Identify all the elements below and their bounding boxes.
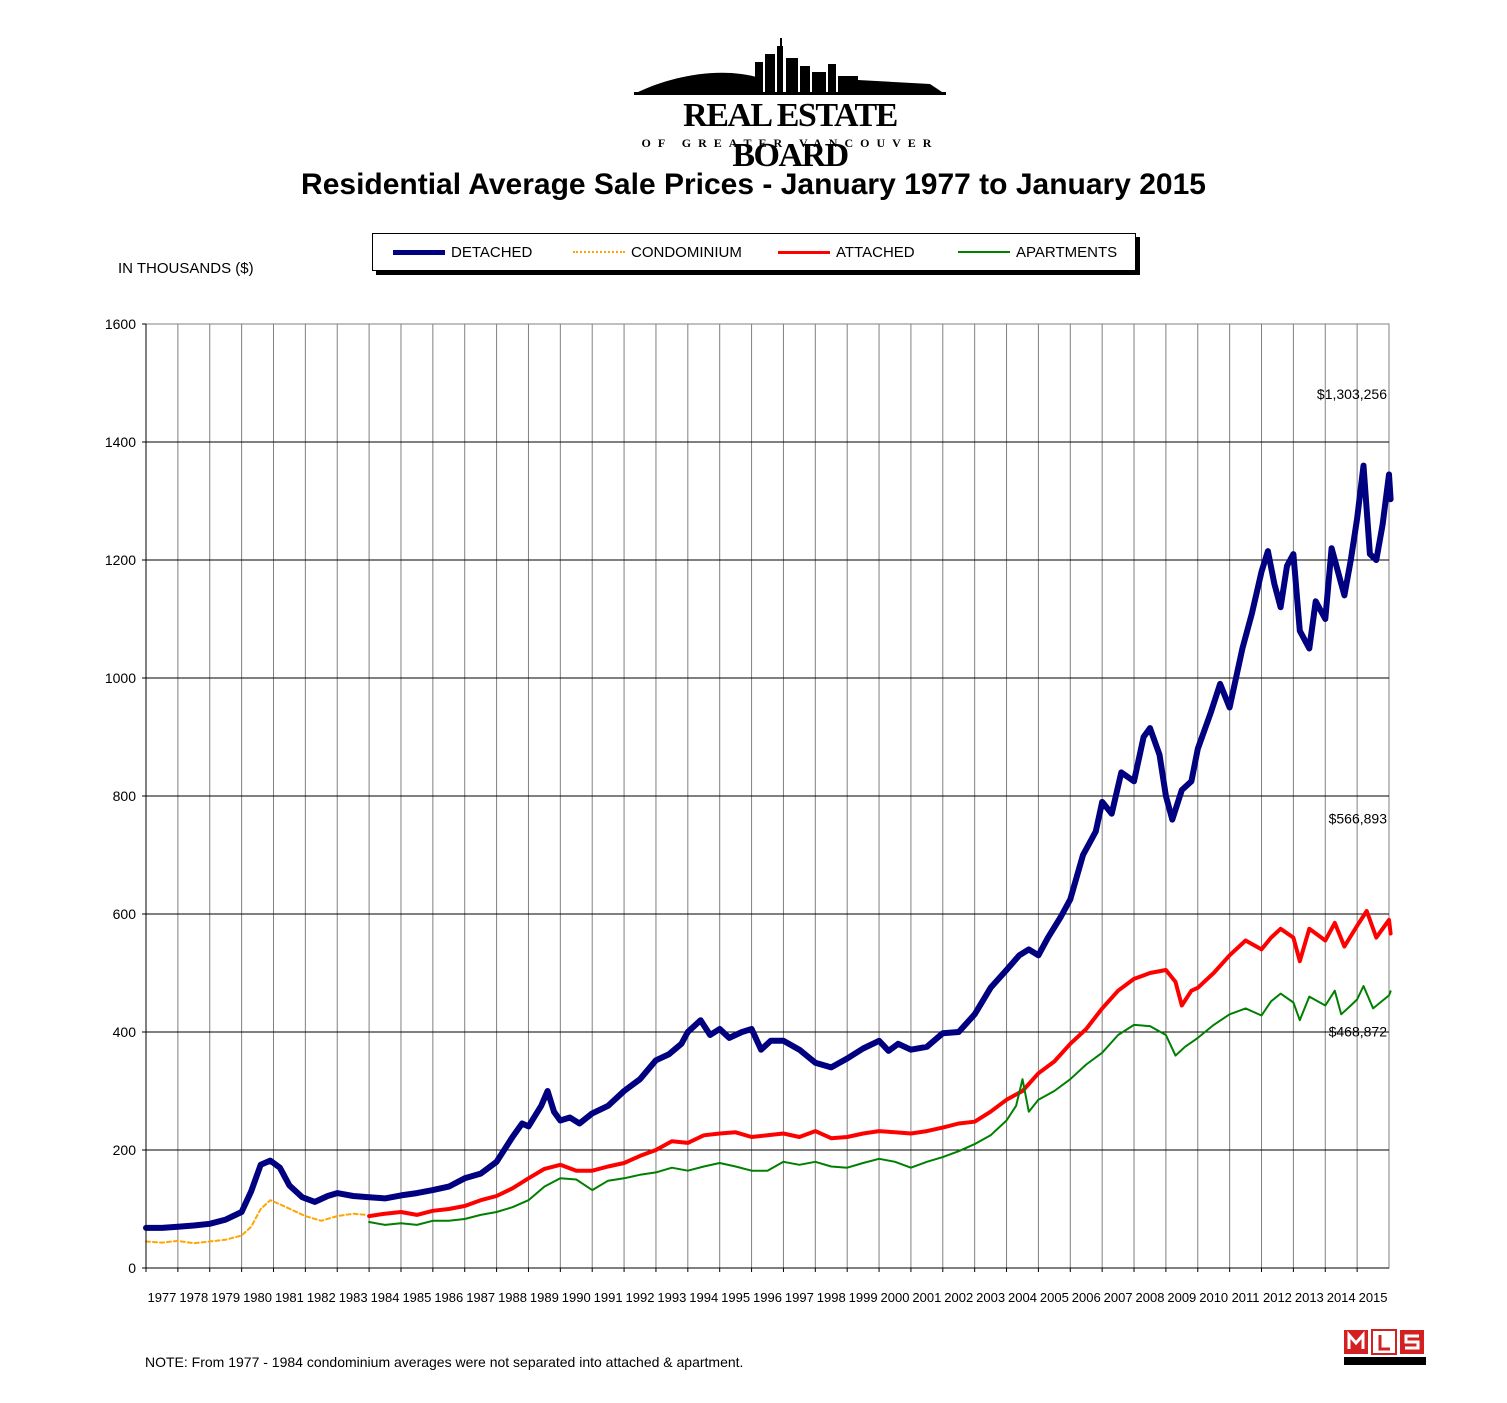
axis-layer: 0 200 400 600 800 1000 1200 1400 1600 1977 1978 197… bbox=[105, 316, 1389, 1305]
x-tick-label: 2014 bbox=[1327, 1290, 1356, 1305]
logo-skyline-icon bbox=[634, 38, 946, 95]
x-tick-label: 2008 bbox=[1136, 1290, 1165, 1305]
legend-swatch-attached bbox=[778, 250, 830, 254]
x-tick-label: 2005 bbox=[1040, 1290, 1069, 1305]
x-tick-label: 2013 bbox=[1295, 1290, 1324, 1305]
chart-grid bbox=[145, 323, 1390, 1269]
legend-label-detached: DETACHED bbox=[451, 243, 533, 261]
series-line-attached bbox=[367, 909, 1393, 1219]
legend-label-attached: ATTACHED bbox=[836, 243, 915, 261]
data-label-attached: $566,893 bbox=[1329, 810, 1388, 826]
x-tick-label: 2011 bbox=[1232, 1290, 1260, 1305]
x-tick-label: 2001 bbox=[912, 1290, 941, 1305]
annotation-layer: $1,303,256 $566,893 $468,872 bbox=[1317, 386, 1387, 1039]
x-tick-label: 1986 bbox=[434, 1290, 463, 1305]
series-line-detached bbox=[143, 462, 1394, 1231]
org-subtitle: OF GREATER VANCOUVER bbox=[641, 136, 939, 150]
org-name: REAL ESTATE BOARD bbox=[683, 97, 898, 174]
legend-item-apartments: APARTMENTS bbox=[958, 234, 1117, 270]
y-tick-label: 1200 bbox=[105, 552, 136, 568]
y-tick-label: 200 bbox=[113, 1142, 137, 1158]
x-tick-label: 1995 bbox=[721, 1290, 750, 1305]
x-tick-label: 1990 bbox=[562, 1290, 591, 1305]
legend-swatch-detached bbox=[393, 249, 445, 255]
x-tick-label: 1993 bbox=[657, 1290, 686, 1305]
legend-label-condominium: CONDOMINIUM bbox=[631, 243, 742, 261]
series-line-condominium bbox=[145, 1199, 367, 1245]
x-tick-label: 2012 bbox=[1263, 1290, 1292, 1305]
x-tick-label: 1980 bbox=[243, 1290, 272, 1305]
data-label-detached: $1,303,256 bbox=[1317, 386, 1387, 402]
x-tick-label: 1981 bbox=[275, 1290, 304, 1305]
x-tick-label: 1999 bbox=[849, 1290, 878, 1305]
chart-title: Residential Average Sale Prices - Januar… bbox=[301, 168, 1206, 201]
y-tick-label: 800 bbox=[113, 788, 137, 804]
y-axis-unit-label: IN THOUSANDS ($) bbox=[118, 260, 254, 277]
data-label-apartments: $468,872 bbox=[1329, 1023, 1388, 1039]
legend-swatch-condominium bbox=[573, 251, 625, 253]
x-tick-label: 1979 bbox=[211, 1290, 240, 1305]
x-tick-label: 1996 bbox=[753, 1290, 782, 1305]
x-tick-label: 1977 bbox=[147, 1290, 176, 1305]
series-layer bbox=[143, 462, 1394, 1245]
x-tick-label: 1994 bbox=[689, 1290, 718, 1305]
x-tick-label: 2002 bbox=[944, 1290, 973, 1305]
y-tick-label: 1600 bbox=[105, 316, 136, 332]
x-tick-label: 1992 bbox=[626, 1290, 655, 1305]
legend: DETACHED CONDOMINIUM ATTACHED APARTMENTS bbox=[372, 233, 1136, 271]
y-tick-label: 1000 bbox=[105, 670, 136, 686]
x-tick-label: 1998 bbox=[817, 1290, 846, 1305]
x-tick-label: 2004 bbox=[1008, 1290, 1037, 1305]
x-tick-label: 1984 bbox=[371, 1290, 400, 1305]
x-tick-label: 1983 bbox=[339, 1290, 368, 1305]
legend-item-condominium: CONDOMINIUM bbox=[573, 234, 742, 270]
legend-label-apartments: APARTMENTS bbox=[1016, 243, 1118, 261]
x-tick-label: 1987 bbox=[466, 1290, 495, 1305]
x-tick-label: 1978 bbox=[179, 1290, 208, 1305]
y-tick-label: 1400 bbox=[105, 434, 136, 450]
x-tick-label: 1988 bbox=[498, 1290, 527, 1305]
x-tick-label: 2009 bbox=[1167, 1290, 1196, 1305]
legend-swatch-apartments bbox=[958, 251, 1010, 253]
x-tick-label: 2007 bbox=[1104, 1290, 1133, 1305]
x-tick-label: 1997 bbox=[785, 1290, 814, 1305]
x-tick-label: 2006 bbox=[1072, 1290, 1101, 1305]
x-tick-label: 1991 bbox=[594, 1290, 623, 1305]
x-tick-label: 2000 bbox=[881, 1290, 910, 1305]
x-tick-label: 1985 bbox=[402, 1290, 431, 1305]
series-line-apartments bbox=[368, 985, 1392, 1226]
footnote: NOTE: From 1977 - 1984 condominium avera… bbox=[145, 1354, 744, 1370]
legend-item-attached: ATTACHED bbox=[778, 234, 915, 270]
x-tick-label: 2015 bbox=[1359, 1290, 1388, 1305]
mls-logo-icon bbox=[1344, 1329, 1426, 1365]
x-tick-label: 1982 bbox=[307, 1290, 336, 1305]
legend-item-detached: DETACHED bbox=[393, 234, 532, 270]
x-tick-label: 1989 bbox=[530, 1290, 559, 1305]
y-tick-label: 400 bbox=[113, 1024, 137, 1040]
y-tick-label: 600 bbox=[113, 906, 137, 922]
x-tick-label: 2003 bbox=[976, 1290, 1005, 1305]
y-tick-label: 0 bbox=[128, 1260, 136, 1276]
x-tick-label: 2010 bbox=[1199, 1290, 1228, 1305]
